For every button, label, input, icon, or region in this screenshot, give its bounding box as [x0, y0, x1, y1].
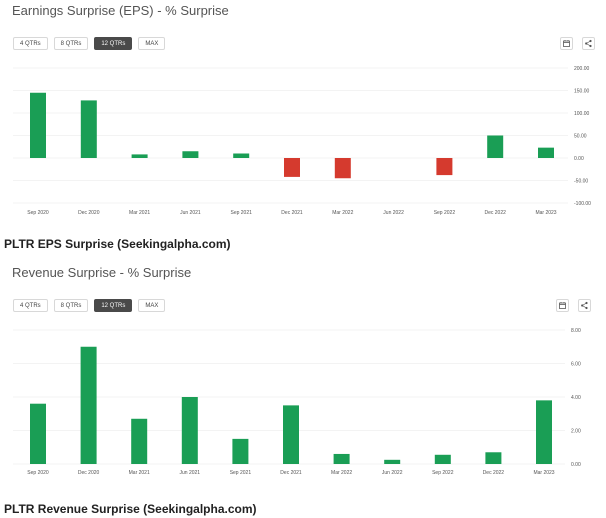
rev-bar-jun-2021[interactable]: [181, 397, 198, 464]
eps-x-tick-label: Sep 2020: [27, 210, 49, 216]
rev-x-tick-label: Sep 2022: [432, 470, 454, 476]
share-icon: [585, 39, 592, 48]
eps-bar-sep-2022[interactable]: [436, 158, 453, 176]
eps-y-tick-label: -100.00: [574, 201, 591, 207]
calendar-icon: [559, 302, 566, 309]
rev-bar-dec-2021[interactable]: [283, 405, 299, 464]
rev-x-tick-label: Mar 2022: [331, 470, 352, 476]
rev-x-tick-label: Jun 2021: [180, 470, 201, 476]
rev-y-tick-label: 8.00: [571, 328, 581, 334]
rev-x-tick-label: Mar 2021: [129, 470, 150, 476]
eps-bar-mar-2022[interactable]: [334, 158, 351, 179]
eps-bar-mar-2021[interactable]: [131, 154, 148, 158]
eps-y-tick-label: 150.00: [574, 88, 590, 94]
eps-y-tick-label: -50.00: [574, 178, 588, 184]
rev-bar-dec-2022[interactable]: [485, 452, 502, 464]
eps-y-tick-label: 50.00: [574, 133, 587, 139]
revenue-range-8qtrs-button[interactable]: 8 QTRs: [53, 299, 89, 312]
eps-chart-caption: PLTR EPS Surprise (Seekingalpha.com): [4, 237, 231, 251]
rev-y-tick-label: 0.00: [571, 462, 581, 468]
revenue-surprise-chart: 0.00 2.00 4.00 6.00 8.00 Sep 2020 Dec 2020 Mar …: [13, 328, 581, 476]
rev-x-tick-label: Mar 2023: [533, 470, 554, 476]
rev-bar-sep-2021[interactable]: [232, 438, 249, 464]
rev-x-tick-label: Dec 2020: [78, 470, 100, 476]
rev-y-tick-label: 6.00: [571, 361, 581, 367]
eps-range-8qtrs-button[interactable]: 8 QTRs: [53, 37, 89, 50]
eps-x-tick-label: Jun 2021: [180, 210, 201, 216]
eps-range-max-button[interactable]: MAX: [138, 37, 166, 50]
revenue-chart-title: Revenue Surprise - % Surprise: [12, 265, 192, 280]
revenue-range-buttons: 4 QTRs 8 QTRs 12 QTRs MAX: [13, 299, 166, 312]
eps-calendar-button[interactable]: [560, 37, 573, 50]
revenue-chart-caption: PLTR Revenue Surprise (Seekingalpha.com): [4, 502, 257, 516]
rev-x-tick-label: Dec 2021: [280, 470, 302, 476]
eps-x-tick-label: Mar 2022: [332, 210, 353, 216]
revenue-calendar-button[interactable]: [556, 299, 569, 312]
eps-x-tick-label: Mar 2021: [129, 210, 150, 216]
share-icon: [581, 301, 588, 310]
rev-y-tick-label: 4.00: [571, 395, 581, 401]
eps-range-4qtrs-button[interactable]: 4 QTRs: [13, 37, 48, 50]
calendar-icon: [563, 40, 570, 47]
eps-x-tick-label: Jun 2022: [383, 210, 404, 216]
eps-range-12qtrs-button[interactable]: 12 QTRs: [94, 37, 133, 50]
eps-x-tick-label: Dec 2022: [484, 210, 506, 216]
eps-x-tick-label: Sep 2022: [434, 210, 456, 216]
eps-chart-title: Earnings Surprise (EPS) - % Surprise: [12, 3, 229, 18]
rev-bar-mar-2022[interactable]: [333, 453, 350, 464]
rev-x-tick-label: Jun 2022: [382, 470, 403, 476]
eps-surprise-chart: -100.00 -50.00 0.00 50.00 100.00 150.00 200.00…: [13, 66, 591, 216]
eps-x-tick-label: Dec 2021: [281, 210, 303, 216]
eps-bar-dec-2021[interactable]: [284, 158, 300, 177]
eps-x-tick-label: Mar 2023: [535, 210, 556, 216]
eps-bar-sep-2021[interactable]: [233, 153, 250, 159]
eps-x-tick-label: Sep 2021: [230, 210, 252, 216]
eps-y-tick-label: 200.00: [574, 66, 590, 72]
revenue-share-button[interactable]: [578, 299, 591, 312]
eps-bar-sep-2020[interactable]: [30, 92, 46, 158]
rev-x-tick-label: Sep 2021: [230, 470, 252, 476]
eps-x-tick-label: Dec 2020: [78, 210, 100, 216]
eps-y-tick-label: 100.00: [574, 111, 590, 117]
rev-x-tick-label: Sep 2020: [27, 470, 49, 476]
eps-range-buttons: 4 QTRs 8 QTRs 12 QTRs MAX: [13, 37, 166, 50]
rev-bar-jun-2022[interactable]: [384, 459, 401, 464]
rev-bar-sep-2022[interactable]: [434, 454, 451, 464]
rev-bar-mar-2023[interactable]: [536, 400, 552, 464]
revenue-range-max-button[interactable]: MAX: [138, 299, 166, 312]
eps-bar-mar-2023[interactable]: [538, 147, 554, 158]
eps-bar-dec-2020[interactable]: [80, 100, 97, 158]
rev-bar-sep-2020[interactable]: [30, 403, 46, 464]
rev-x-tick-label: Dec 2022: [483, 470, 505, 476]
rev-bar-dec-2020[interactable]: [80, 346, 97, 464]
eps-share-button[interactable]: [582, 37, 595, 50]
eps-y-tick-label: 0.00: [574, 156, 584, 162]
revenue-range-4qtrs-button[interactable]: 4 QTRs: [13, 299, 48, 312]
eps-bar-dec-2022[interactable]: [487, 135, 504, 159]
revenue-range-12qtrs-button[interactable]: 12 QTRs: [94, 299, 133, 312]
rev-y-tick-label: 2.00: [571, 428, 581, 434]
eps-bar-jun-2021[interactable]: [182, 151, 199, 158]
rev-bar-mar-2021[interactable]: [131, 418, 148, 464]
